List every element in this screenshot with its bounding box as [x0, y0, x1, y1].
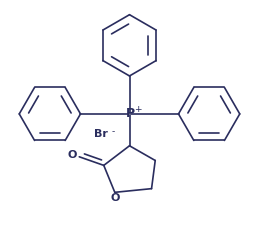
Text: P: P — [126, 107, 135, 121]
Text: Br: Br — [94, 129, 108, 138]
Text: +: + — [134, 105, 141, 113]
Text: -: - — [112, 127, 115, 136]
Text: O: O — [110, 194, 119, 203]
Text: O: O — [68, 150, 77, 160]
